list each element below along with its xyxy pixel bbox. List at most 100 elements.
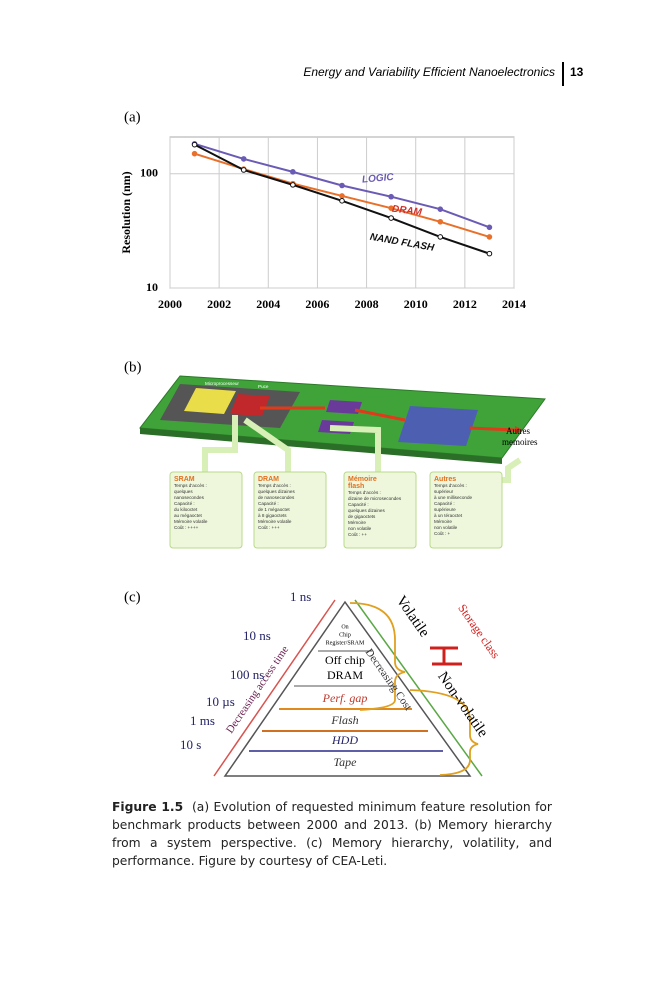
box-line: de 1 mégaoctet: [258, 507, 290, 512]
x-tick-label: 2010: [404, 297, 428, 311]
point: [240, 156, 247, 162]
box-line: supérieur: [434, 489, 454, 494]
box-line: non volatile: [348, 526, 372, 531]
y-tick-label: 100: [140, 166, 158, 180]
series-label: DRAM: [391, 204, 423, 219]
panel-label: (b): [124, 359, 142, 375]
y-axis-title: Resolution (nm): [119, 171, 133, 253]
chip-label: Microprocesseur: [205, 381, 239, 386]
x-tick-label: 2014: [502, 297, 526, 311]
y-tick-label: 10: [146, 280, 158, 294]
series-label: LOGIC: [362, 172, 395, 186]
box-line: Temps d'accès :: [434, 483, 467, 488]
layer-label: On: [341, 624, 348, 630]
layer-label: Tape: [334, 755, 358, 769]
panel-label: (c): [124, 589, 141, 605]
memory-pyramid: 1 ns 10 ns 100 ns 10 µs 1 ms 10 s On Chip Regist…: [180, 589, 503, 777]
point: [191, 141, 198, 148]
x-tick-label: 2004: [256, 297, 280, 311]
running-title: Energy and Variability Efficient Nanoele…: [303, 65, 555, 79]
box-line: nanosecondes: [174, 495, 205, 500]
info-box: [253, 471, 327, 549]
box-line: Capacité :: [258, 501, 279, 506]
arrow-head: [515, 426, 523, 434]
box-title: flash: [348, 483, 364, 490]
box-line: Coût : +: [434, 531, 451, 536]
point: [486, 234, 493, 240]
access-time: 10 s: [180, 737, 201, 752]
chip-dram-area: [230, 394, 270, 416]
side-line: [213, 599, 336, 777]
box-line: à 8 gigaoctets: [258, 513, 287, 518]
side-line: [354, 599, 483, 777]
box-line: de gigaoctets: [348, 514, 376, 519]
box-line: quelques dizaines: [258, 489, 295, 494]
chip: [398, 406, 478, 446]
x-tick-label: 2008: [355, 297, 379, 311]
box-line: Capacité :: [174, 501, 195, 506]
arrow: [243, 417, 291, 472]
box-line: Mémoire volatile: [258, 519, 292, 524]
data-path: [260, 406, 516, 432]
board-edge: [140, 428, 502, 464]
point: [388, 193, 394, 200]
access-time: 1 ms: [190, 713, 215, 728]
box-line: du kilooctet: [174, 507, 198, 512]
box-title: Autres: [434, 476, 456, 483]
layer-label: Flash: [330, 713, 358, 727]
point: [240, 167, 247, 173]
access-time: 1 ns: [290, 589, 311, 604]
x-tick-label: 2006: [305, 297, 329, 311]
access-time: 10 ns: [243, 628, 271, 643]
page-number: 13: [570, 65, 584, 79]
caption-text: (a) Evolution of requested minimum featu…: [112, 800, 552, 868]
info-box: [343, 471, 417, 549]
box-line: quelques: [174, 489, 193, 494]
point: [388, 215, 394, 221]
point: [191, 150, 198, 157]
bracket: [409, 689, 479, 776]
box-line: Mémoire: [434, 519, 452, 524]
point: [437, 218, 444, 225]
x-tick-label: 2012: [453, 297, 477, 311]
layer-label: Chip: [339, 632, 351, 638]
point: [486, 250, 493, 257]
box-line: au mégaoctet: [174, 513, 203, 518]
info-box: [429, 471, 503, 549]
access-time: 100 ns: [230, 667, 264, 682]
chip-sram: [184, 388, 236, 414]
box-title: SRAM: [174, 476, 195, 483]
layer-label: DRAM: [327, 668, 363, 682]
storage-class-marker: [430, 646, 462, 666]
point: [339, 198, 345, 204]
x-tick-label: 2002: [207, 297, 231, 311]
box-line: Capacité :: [348, 502, 369, 507]
point: [437, 234, 444, 240]
caption-label: Figure 1.5: [112, 800, 184, 814]
box-line: Coût : ++++: [174, 525, 199, 530]
layer-label: Off chip: [325, 653, 365, 667]
box-line: Mémoire volatile: [174, 519, 208, 524]
box-line: à un téraoctet: [434, 513, 463, 518]
point: [339, 193, 345, 199]
info-box: [169, 471, 243, 549]
access-time: 10 µs: [206, 694, 235, 709]
chart: 2000 2002 2004 2006 2008 2010 2012 2014 10 100 Res…: [119, 136, 526, 311]
chip: [326, 400, 362, 414]
arrow: [329, 425, 381, 472]
box-line: de nanosecondes: [258, 495, 295, 500]
volatility-label: Volatile: [393, 593, 433, 640]
storage-class-label: Storage class: [455, 601, 503, 661]
pyramid: [223, 600, 472, 777]
box-line: Coût : ++: [348, 532, 367, 537]
side-label: memoires: [502, 437, 538, 447]
point: [437, 206, 444, 212]
caption: Figure 1.5 (a) Evolution of requested mi…: [112, 798, 552, 870]
point: [290, 169, 296, 175]
layer-label: HDD: [331, 733, 358, 747]
layer-label: Register/SRAM: [326, 640, 365, 646]
bracket: [349, 602, 406, 711]
side-label: Autres: [506, 426, 530, 436]
